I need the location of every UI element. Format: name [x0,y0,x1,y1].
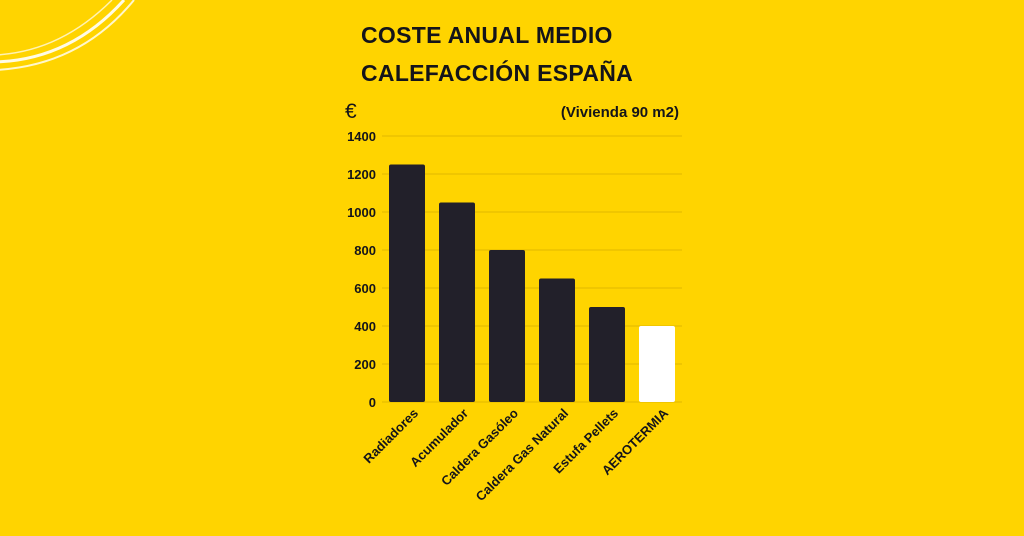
chart-title-line-2: CALEFACCIÓN ESPAÑA [361,60,634,86]
bar [389,164,425,402]
y-tick-label: 1000 [347,205,376,220]
x-tick-label: Caldera Gas Natural [473,406,571,504]
y-tick-label: 800 [354,243,376,258]
bar [639,326,675,402]
y-tick-label: 400 [354,319,376,334]
bar [589,307,625,402]
y-axis-unit-label: € [345,100,357,123]
y-tick-label: 600 [354,281,376,296]
chart-title-line-1: COSTE ANUAL MEDIO [361,22,613,48]
bar [439,202,475,402]
y-tick-label: 200 [354,357,376,372]
y-tick-label: 1200 [347,167,376,182]
y-tick-label: 1400 [347,129,376,144]
chart-subtitle: (Vivienda 90 m2) [560,104,679,121]
bar [489,250,525,402]
bar [539,278,575,402]
decorative-brush-swoosh [0,0,135,71]
y-tick-label: 0 [369,395,376,410]
